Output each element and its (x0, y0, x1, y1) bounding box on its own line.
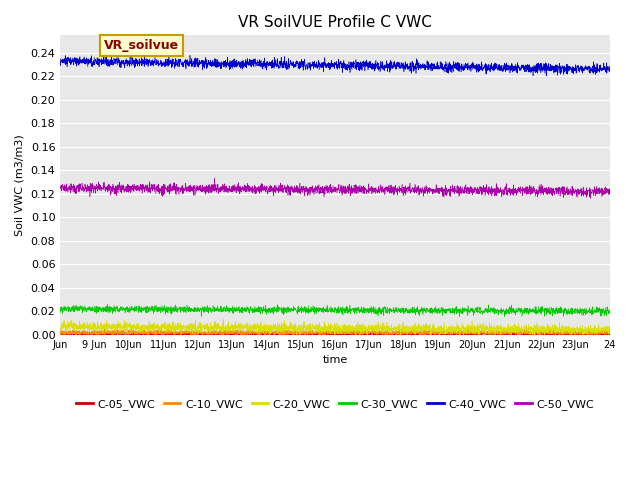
C-10_VWC (606, 331, 614, 336)
C-30_VWC (501, 314, 509, 320)
X-axis label: time: time (323, 355, 348, 365)
C-10_VWC (536, 330, 544, 336)
C-05_VWC (268, 332, 275, 337)
C-50_VWC (152, 186, 159, 192)
C-05_VWC (56, 331, 64, 337)
C-40_VWC (291, 61, 299, 67)
C-05_VWC (291, 331, 299, 337)
C-20_VWC (536, 323, 544, 329)
Line: C-50_VWC: C-50_VWC (60, 179, 610, 198)
Legend: C-05_VWC, C-10_VWC, C-20_VWC, C-30_VWC, C-40_VWC, C-50_VWC: C-05_VWC, C-10_VWC, C-20_VWC, C-30_VWC, … (72, 394, 598, 414)
C-40_VWC (268, 61, 275, 67)
C-05_VWC (536, 331, 543, 337)
C-40_VWC (119, 58, 127, 63)
C-30_VWC (291, 307, 299, 313)
Line: C-20_VWC: C-20_VWC (60, 319, 610, 335)
Line: C-10_VWC: C-10_VWC (60, 329, 610, 335)
C-30_VWC (56, 305, 64, 311)
C-05_VWC (152, 331, 159, 337)
C-50_VWC (586, 195, 594, 201)
C-05_VWC (59, 332, 67, 337)
Line: C-40_VWC: C-40_VWC (60, 55, 610, 76)
C-40_VWC (101, 52, 109, 58)
C-40_VWC (543, 73, 550, 79)
C-05_VWC (595, 331, 603, 336)
C-30_VWC (119, 305, 127, 311)
C-50_VWC (211, 176, 218, 181)
C-50_VWC (291, 188, 299, 193)
C-30_VWC (536, 306, 544, 312)
C-10_VWC (60, 332, 67, 337)
C-10_VWC (291, 328, 299, 334)
C-10_VWC (119, 328, 127, 334)
C-50_VWC (536, 187, 543, 192)
Y-axis label: Soil VWC (m3/m3): Soil VWC (m3/m3) (15, 134, 25, 236)
C-30_VWC (104, 301, 111, 307)
C-20_VWC (119, 324, 127, 330)
C-05_VWC (587, 329, 595, 335)
C-30_VWC (606, 310, 614, 316)
C-20_VWC (606, 325, 614, 331)
C-50_VWC (268, 184, 275, 190)
C-50_VWC (595, 190, 603, 195)
C-20_VWC (220, 316, 227, 322)
C-05_VWC (606, 331, 614, 337)
C-05_VWC (119, 332, 127, 337)
C-30_VWC (268, 309, 275, 314)
C-20_VWC (291, 321, 299, 326)
Line: C-05_VWC: C-05_VWC (60, 332, 610, 335)
C-10_VWC (56, 332, 64, 337)
C-40_VWC (595, 68, 603, 74)
C-40_VWC (56, 56, 64, 61)
C-20_VWC (595, 327, 603, 333)
C-20_VWC (265, 332, 273, 337)
C-50_VWC (119, 184, 127, 190)
C-30_VWC (595, 307, 603, 312)
C-20_VWC (56, 326, 64, 332)
Line: C-30_VWC: C-30_VWC (60, 304, 610, 317)
C-50_VWC (606, 186, 614, 192)
C-40_VWC (536, 62, 543, 68)
C-40_VWC (606, 67, 614, 72)
Title: VR SoilVUE Profile C VWC: VR SoilVUE Profile C VWC (238, 15, 432, 30)
C-20_VWC (152, 325, 159, 331)
C-10_VWC (595, 329, 603, 335)
C-40_VWC (152, 61, 159, 67)
C-30_VWC (152, 303, 159, 309)
C-50_VWC (56, 185, 64, 191)
C-10_VWC (152, 332, 159, 337)
C-20_VWC (268, 327, 275, 333)
C-10_VWC (188, 326, 195, 332)
Text: VR_soilvue: VR_soilvue (104, 39, 179, 52)
C-10_VWC (268, 329, 275, 335)
